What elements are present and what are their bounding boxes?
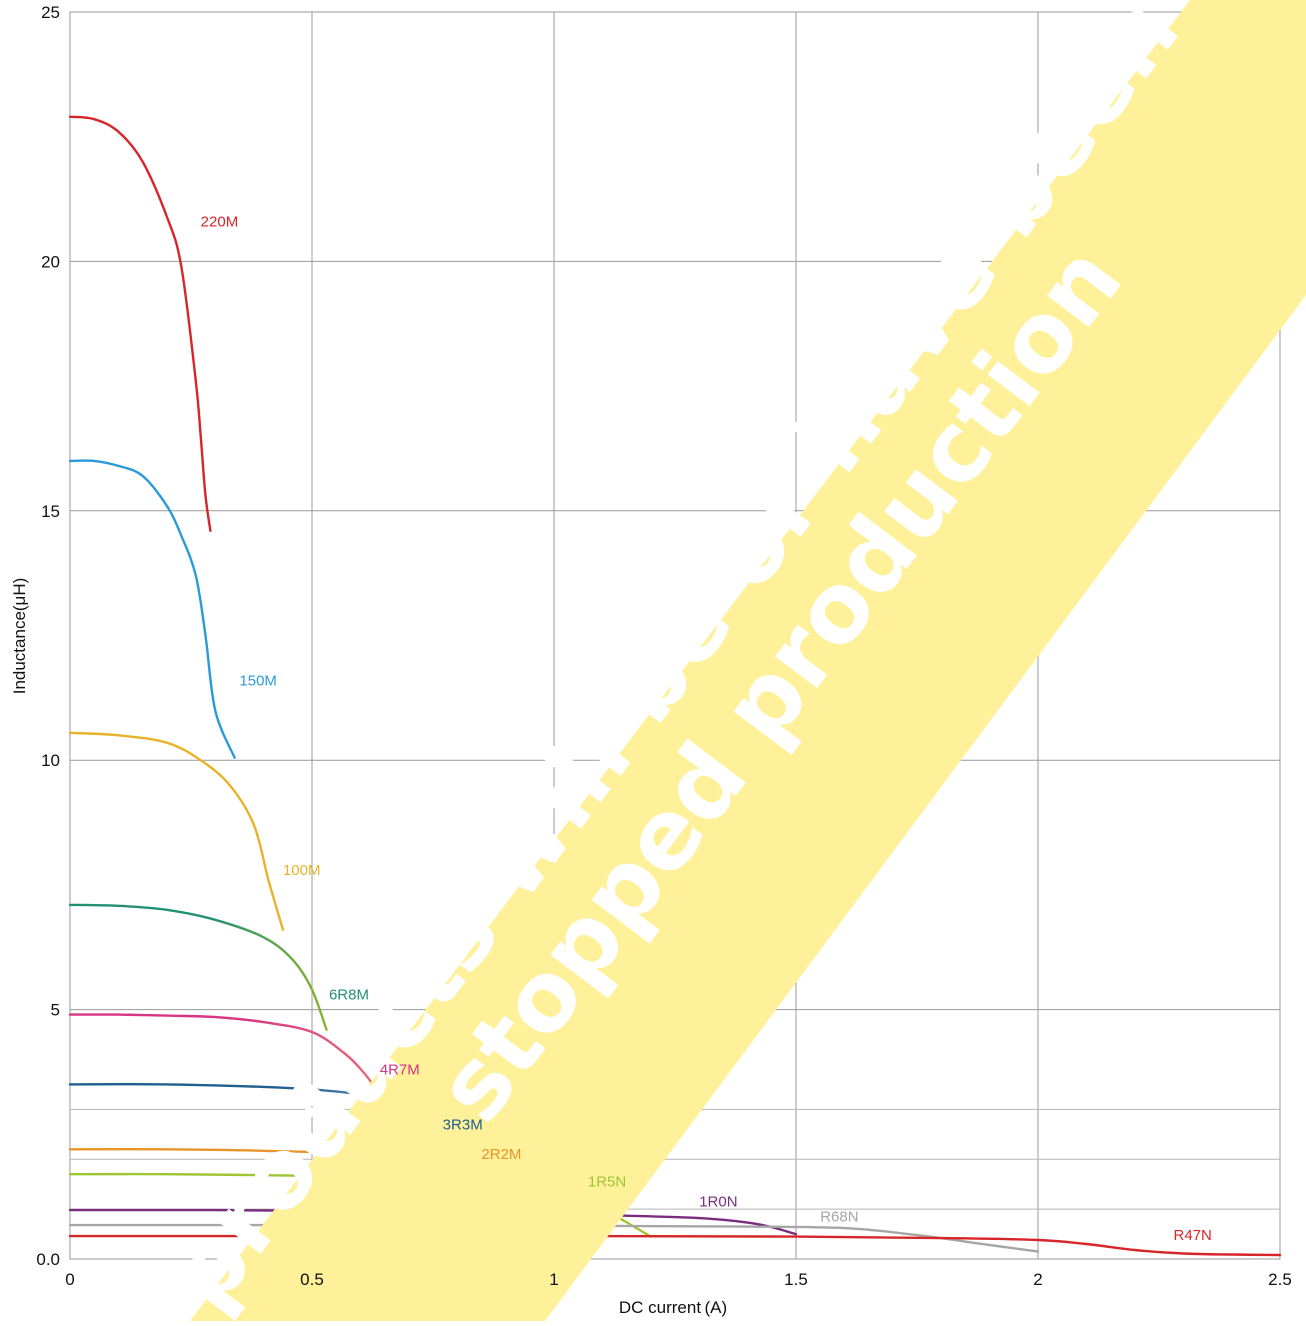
series-label-100m: 100M xyxy=(283,862,321,879)
series-label-6r8m: 6R8M xyxy=(329,987,369,1004)
y-tick-label: 0.0 xyxy=(36,1250,60,1269)
series-line-6r8m xyxy=(68,903,328,1031)
series-label-r47n: R47N xyxy=(1174,1227,1212,1244)
series-line-220m xyxy=(68,115,212,532)
y-tick-label: 20 xyxy=(41,252,60,271)
series-label-220m: 220M xyxy=(201,213,239,230)
x-tick-label: 0 xyxy=(65,1270,74,1289)
series-line-150m xyxy=(68,459,236,759)
series-label-1r0n: 1R0N xyxy=(699,1194,737,1211)
y-axis-title: Inductance(μH) xyxy=(10,578,29,695)
series-labels: 220M 150M 100M 6R8M 4R7M 3R3M 2R2M 1R5N 1R0N R68N… xyxy=(201,213,1212,1244)
series-label-150m: 150M xyxy=(239,672,277,689)
y-tick-label: 5 xyxy=(51,1001,60,1020)
series-line-100m xyxy=(68,731,285,931)
series-label-3r3m: 3R3M xyxy=(443,1116,483,1133)
y-tick-label: 10 xyxy=(41,751,60,770)
series-label-r68n: R68N xyxy=(820,1209,858,1226)
series-line-4r7m xyxy=(68,1013,381,1096)
y-tick-label: 25 xyxy=(41,3,60,22)
series-label-4r7m: 4R7M xyxy=(380,1061,420,1078)
series-label-1r5n: 1R5N xyxy=(588,1174,626,1191)
series-label-2r2m: 2R2M xyxy=(481,1146,521,1163)
x-tick-label: 2.5 xyxy=(1268,1270,1292,1289)
x-axis-title: DC current (A) xyxy=(619,1298,727,1317)
y-tick-label: 15 xyxy=(41,502,60,521)
axes: DC current (A) Inductance(μH) 0 0.5 1 1.5 2 2… xyxy=(10,3,1292,1317)
x-tick-label: 2 xyxy=(1033,1270,1042,1289)
watermark-band xyxy=(190,0,1306,1321)
watermark: products will be or have been stopped pr… xyxy=(143,0,1306,1326)
x-tick-label: 0.5 xyxy=(300,1270,324,1289)
x-tick-label: 1 xyxy=(549,1270,558,1289)
x-tick-label: 1.5 xyxy=(784,1270,808,1289)
